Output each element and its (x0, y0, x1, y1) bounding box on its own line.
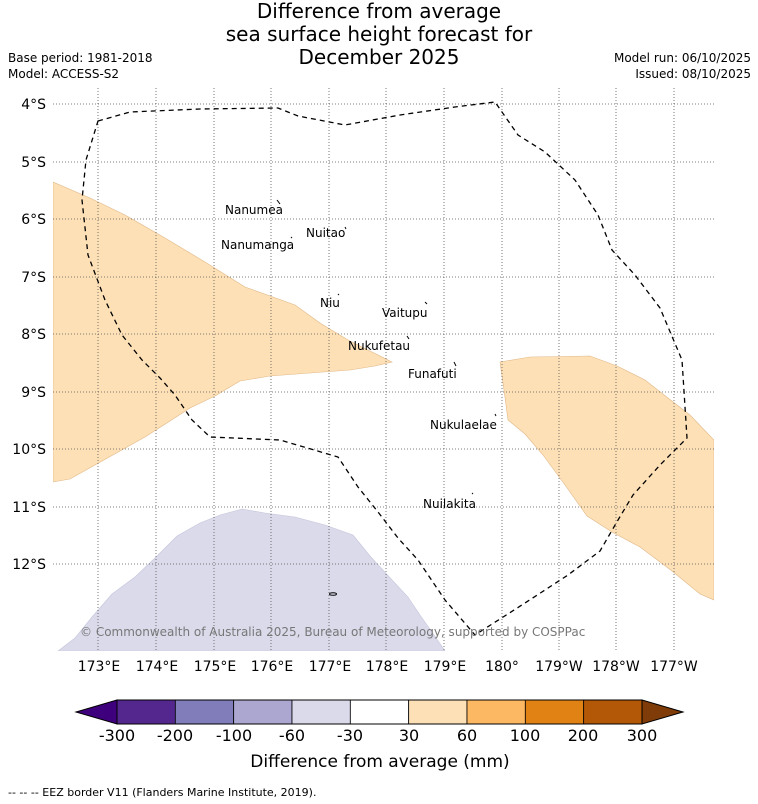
colorbar-tick-label: 30 (399, 726, 419, 745)
lon-label-177w: 177°W (650, 659, 698, 675)
colorbar: -300 -200 -100 -60 -30 30 60 100 200 300… (74, 699, 685, 772)
model-run-text: Model run: 06/10/2025 (613, 51, 751, 65)
island-label-niu: Niu (320, 296, 340, 310)
lon-label-174e: 174°E (136, 659, 179, 675)
lat-label-6s: 6°S (21, 212, 46, 228)
colorbar-extension-high (641, 699, 685, 725)
copyright-text: © Commonwealth of Australia 2025, Bureau… (80, 625, 585, 639)
lon-label-176e: 176°E (251, 659, 294, 675)
base-period-text: Base period: 1981-2018 (8, 51, 153, 65)
colorbar-tick-label: -30 (337, 726, 363, 745)
colorbar-swatch (291, 699, 351, 725)
colorbar-swatch (408, 699, 468, 725)
positive-anomaly-region-west (53, 181, 393, 483)
colorbar-swatch (233, 699, 293, 725)
title-line-1: Difference from average (256, 0, 502, 23)
colorbar-tick-label: -60 (279, 726, 305, 745)
positive-anomaly-region-east (499, 355, 714, 601)
lon-label-178e: 178°E (366, 659, 409, 675)
lat-label-12s: 12°S (12, 557, 46, 573)
colorbar-title: Difference from average (mm) (250, 752, 509, 772)
lon-label-179w: 179°W (535, 659, 583, 675)
nukufetau-marker (406, 335, 410, 340)
title-line-3: December 2025 (298, 45, 460, 69)
island-label-nukufetau: Nukufetau (348, 339, 410, 353)
lon-label-177e: 177°E (309, 659, 352, 675)
lon-label-180: 180° (485, 659, 519, 675)
lon-label-179e: 179°E (424, 659, 467, 675)
island-label-vaitupu: Vaitupu (382, 306, 428, 320)
colorbar-swatch (583, 699, 643, 725)
colorbar-swatch (116, 699, 176, 725)
colorbar-tick-label: 60 (457, 726, 477, 745)
island-label-nuitao: Nuitao (306, 226, 345, 240)
nukulaelae-marker (494, 413, 497, 417)
lon-label-173e: 173°E (78, 659, 121, 675)
lat-label-10s: 10°S (12, 442, 46, 458)
island-label-nanumanga: Nanumanga (221, 238, 294, 252)
nuitao-marker (344, 226, 347, 230)
island-label-nuilakita: Nuilakita (423, 497, 476, 511)
lat-label-11s: 11°S (12, 500, 46, 516)
colorbar-extension-low (74, 699, 118, 725)
eez-border (81, 101, 688, 636)
latitude-labels: 4°S 5°S 6°S 7°S 8°S 9°S 10°S 11°S 12°S (12, 97, 46, 573)
lat-label-7s: 7°S (21, 270, 46, 286)
lat-label-4s: 4°S (21, 97, 46, 113)
reef-marker (329, 592, 337, 596)
funafuti-marker (453, 361, 457, 367)
colorbar-tick-label: -100 (216, 726, 252, 745)
colorbar-swatch (174, 699, 235, 725)
colorbar-tick-label: -200 (157, 726, 193, 745)
longitude-labels: 173°E 174°E 175°E 176°E 177°E 178°E 179°… (78, 659, 698, 675)
niu-marker (337, 293, 340, 296)
negative-anomaly-region (57, 508, 446, 651)
colorbar-tick-label: -300 (99, 726, 135, 745)
colorbar-tick-label: 300 (627, 726, 658, 745)
colorbar-outline (116, 699, 643, 725)
nanumea-marker (276, 199, 281, 205)
title-line-2: sea surface height forecast for (225, 22, 533, 46)
map-title: Difference from average sea surface heig… (0, 0, 758, 69)
lat-label-9s: 9°S (21, 385, 46, 401)
colorbar-swatch (524, 699, 585, 725)
island-label-nukulaelae: Nukulaelae (430, 418, 497, 432)
lon-label-175e: 175°E (194, 659, 237, 675)
map-area: Nanumea Nuitao Nanumanga Niu Vaitupu Nuk… (53, 88, 714, 651)
lat-label-8s: 8°S (21, 327, 46, 343)
colorbar-swatch (349, 699, 410, 725)
base-period-info: Base period: 1981-2018 Model: ACCESS-S2 (8, 50, 153, 82)
colorbar-tick-label: 100 (510, 726, 541, 745)
nuilakita-marker (471, 492, 474, 495)
colorbar-swatch (466, 699, 526, 725)
lat-label-5s: 5°S (21, 155, 46, 171)
nanumanga-marker (290, 236, 293, 239)
island-label-funafuti: Funafuti (408, 367, 457, 381)
colorbar-tick-label: 200 (568, 726, 599, 745)
eez-legend-footer: -- -- -- EEZ border V11 (Flanders Marine… (8, 786, 317, 799)
island-label-nanumea: Nanumea (225, 203, 283, 217)
model-text: Model: ACCESS-S2 (8, 67, 120, 81)
islands-markers (276, 199, 497, 596)
graticule (53, 88, 714, 651)
colorbar-tick-labels: -300 -200 -100 -60 -30 30 60 100 200 300 (99, 726, 657, 745)
lon-label-178w: 178°W (592, 659, 640, 675)
colorbar-swatches (74, 699, 685, 725)
model-run-info: Model run: 06/10/2025 Issued: 08/10/2025 (614, 50, 751, 82)
vaitupu-marker (424, 301, 428, 305)
issued-text: Issued: 08/10/2025 (635, 67, 751, 81)
